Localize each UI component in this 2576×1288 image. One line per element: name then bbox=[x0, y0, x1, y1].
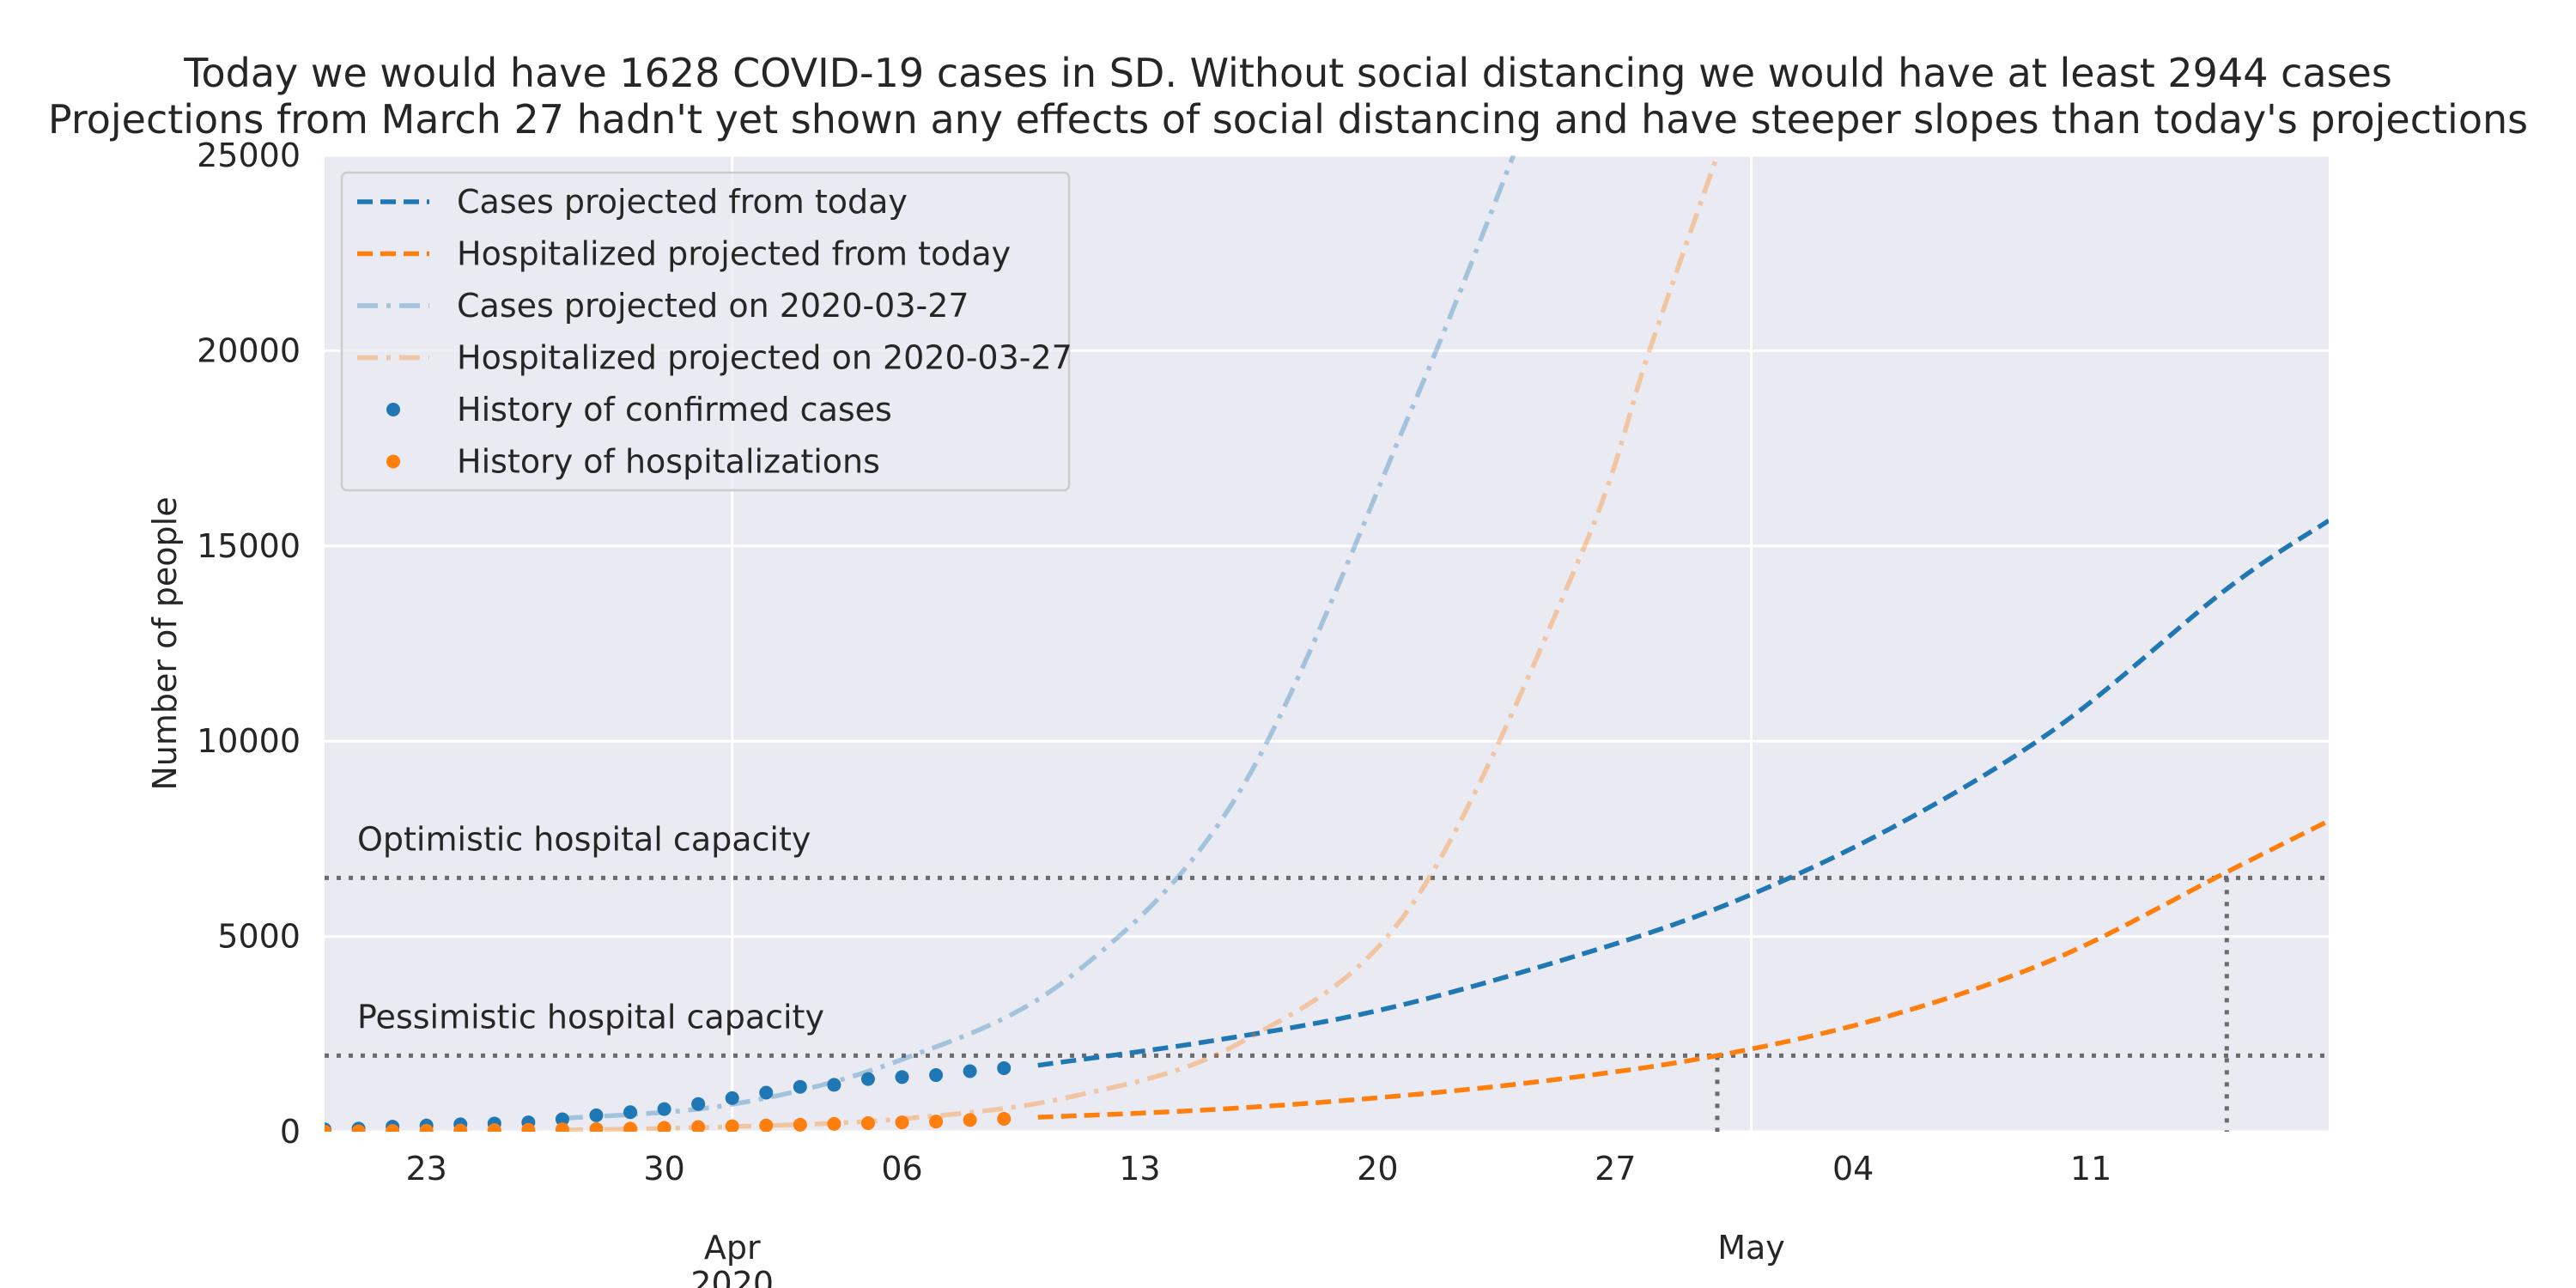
capacity-label: Optimistic hospital capacity bbox=[357, 820, 811, 858]
data-point bbox=[623, 1105, 638, 1120]
data-point bbox=[325, 1124, 331, 1132]
data-point bbox=[793, 1117, 807, 1132]
y-axis: 0 5000 10000 15000 20000 25000 bbox=[197, 137, 301, 1151]
x-tick-label: 11 bbox=[2070, 1150, 2111, 1188]
data-point bbox=[895, 1115, 909, 1130]
x-major-tick-label: Apr bbox=[704, 1229, 761, 1267]
y-tick-label: 0 bbox=[280, 1113, 301, 1151]
data-point bbox=[963, 1064, 977, 1078]
data-point bbox=[997, 1060, 1012, 1075]
legend-label: Cases projected from today bbox=[457, 183, 908, 221]
series-line bbox=[1037, 518, 2329, 1068]
data-point bbox=[657, 1102, 671, 1116]
legend-label: Cases projected on 2020-03-27 bbox=[457, 287, 969, 325]
chart-title: Today we would have 1628 COVID-19 cases … bbox=[184, 50, 2392, 96]
y-tick-label: 20000 bbox=[197, 331, 301, 369]
x-major-tick-label: May bbox=[1717, 1229, 1785, 1267]
capacity-label: Pessimistic hospital capacity bbox=[357, 998, 824, 1036]
data-point bbox=[929, 1068, 944, 1083]
data-point bbox=[555, 1122, 569, 1132]
x-tick-label: 04 bbox=[1832, 1150, 1874, 1188]
series-group bbox=[325, 155, 2329, 1132]
y-tick-label: 15000 bbox=[197, 527, 301, 565]
data-point bbox=[691, 1097, 706, 1111]
series-line bbox=[1037, 818, 2329, 1120]
legend-marker bbox=[386, 403, 400, 416]
legend-label: History of hospitalizations bbox=[457, 443, 880, 481]
chart-subtitle: Projections from March 27 hadn't yet sho… bbox=[47, 96, 2529, 143]
data-point bbox=[860, 1115, 875, 1130]
data-point bbox=[521, 1122, 536, 1132]
data-point bbox=[419, 1123, 434, 1132]
y-tick-label: 25000 bbox=[197, 137, 301, 174]
data-point bbox=[623, 1121, 638, 1132]
data-point bbox=[895, 1070, 909, 1084]
data-point bbox=[555, 1112, 569, 1127]
y-tick-label: 5000 bbox=[217, 918, 301, 956]
legend: Cases projected from today Hospitalized p… bbox=[340, 171, 1072, 492]
data-point bbox=[453, 1123, 468, 1132]
data-point bbox=[997, 1111, 1012, 1126]
data-point bbox=[589, 1121, 604, 1132]
data-point bbox=[589, 1108, 604, 1122]
data-point bbox=[487, 1123, 501, 1132]
data-point bbox=[759, 1118, 774, 1132]
x-tick-label: 06 bbox=[881, 1150, 922, 1188]
y-tick-label: 10000 bbox=[197, 722, 301, 760]
x-tick-label: 20 bbox=[1357, 1150, 1398, 1188]
capacity-lines: Optimistic hospital capacity Pessimistic … bbox=[325, 820, 2329, 1132]
series-line bbox=[562, 155, 1516, 1121]
data-point bbox=[351, 1124, 366, 1132]
x-tick-label: 13 bbox=[1119, 1150, 1160, 1188]
data-point bbox=[691, 1120, 706, 1132]
x-tick-label: 30 bbox=[643, 1150, 684, 1188]
data-point bbox=[827, 1116, 841, 1131]
data-point bbox=[657, 1121, 671, 1132]
y-axis-label: Number of people bbox=[146, 496, 184, 790]
data-point bbox=[860, 1072, 875, 1086]
legend-label: Hospitalized projected from today bbox=[457, 235, 1011, 273]
x-major-tick-sublabel: 2020 bbox=[690, 1265, 774, 1288]
legend-marker bbox=[386, 454, 400, 469]
data-point bbox=[793, 1079, 807, 1094]
data-point bbox=[929, 1115, 944, 1129]
legend-box bbox=[340, 171, 1071, 492]
legend-label: History of confirmed cases bbox=[457, 391, 892, 428]
data-point bbox=[725, 1091, 739, 1105]
x-tick-label: 27 bbox=[1595, 1150, 1636, 1188]
data-point bbox=[827, 1078, 841, 1092]
data-point bbox=[725, 1119, 739, 1132]
data-point bbox=[759, 1085, 774, 1100]
data-point bbox=[963, 1113, 977, 1127]
data-point bbox=[386, 1124, 400, 1132]
legend-label: Hospitalized projected on 2020-03-27 bbox=[457, 339, 1072, 377]
x-tick-label: 23 bbox=[405, 1150, 447, 1188]
